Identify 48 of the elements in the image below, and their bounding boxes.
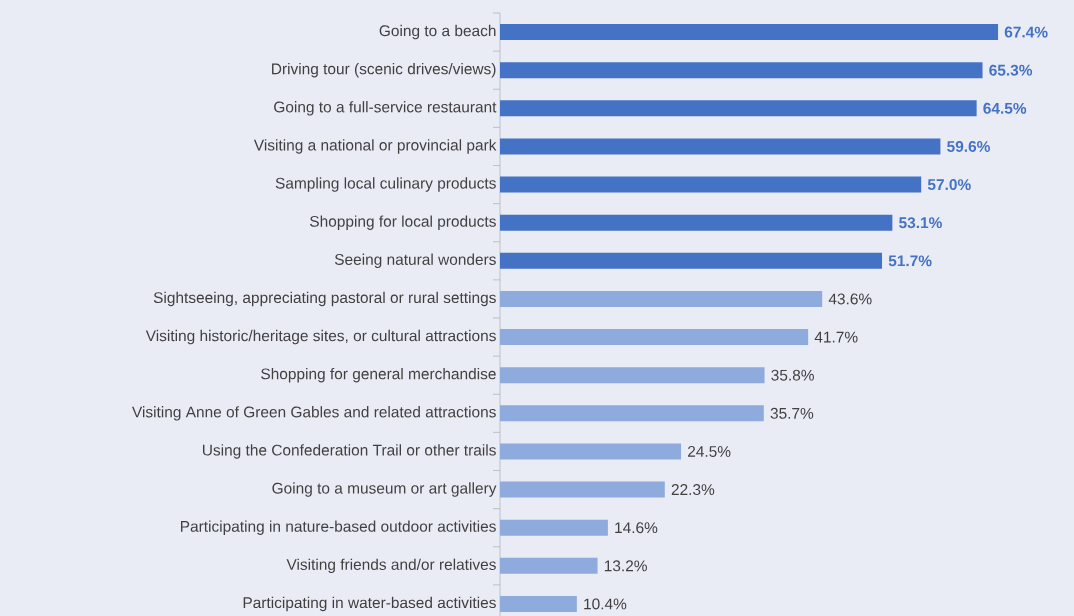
- y-tick-label: Sampling local culinary products: [275, 177, 496, 192]
- bar: [500, 557, 598, 574]
- bar: [500, 138, 941, 155]
- bar: [500, 481, 665, 498]
- data-label: 10.4%: [584, 598, 627, 610]
- y-tick-label: Visiting friends and/or relatives: [286, 558, 496, 574]
- data-label: 53.1%: [899, 217, 942, 229]
- bar: [500, 214, 893, 231]
- bar: [500, 443, 682, 460]
- data-label: 64.5%: [983, 102, 1027, 114]
- bar: [500, 329, 809, 346]
- data-label: 59.6%: [947, 140, 990, 152]
- data-label: 24.5%: [688, 445, 731, 457]
- y-tick-label: Visiting historic/heritage sites, or cultural attractions: [145, 329, 496, 345]
- data-label: 35.8%: [771, 369, 814, 381]
- data-label: 65.3%: [989, 64, 1033, 76]
- bar: [500, 405, 764, 422]
- bar: [500, 367, 765, 384]
- bar: [500, 519, 608, 536]
- y-tick-label: Going to a beach: [379, 24, 496, 40]
- bar: [500, 595, 577, 612]
- bar: [500, 290, 823, 307]
- data-label: 67.4%: [1004, 26, 1048, 38]
- data-label: 35.7%: [770, 407, 814, 419]
- y-tick-label: Participating in nature-based outdoor activities: [181, 520, 496, 535]
- y-tick-label: Visiting Anne of Green Gables and related attractions: [132, 406, 496, 421]
- y-tick-label: Visiting a national or provincial park: [253, 139, 497, 154]
- bar: [500, 24, 999, 41]
- bar: [500, 100, 977, 117]
- y-tick-label: Shopping for local products: [310, 215, 496, 230]
- y-tick-label: Going to a museum or art gallery: [272, 482, 497, 497]
- data-label: 57.0%: [927, 179, 971, 191]
- bar: [500, 252, 883, 269]
- data-label: 13.2%: [604, 560, 647, 572]
- y-tick-label: Using the Confederation Trail or other trails: [202, 444, 496, 459]
- data-label: 51.7%: [888, 255, 932, 267]
- y-tick-label: Shopping for general merchandise: [261, 368, 496, 383]
- y-tick-label: Sightseeing, appreciating pastoral or rural settings: [153, 291, 496, 307]
- data-label: 22.3%: [671, 484, 715, 496]
- y-tick-label: Participating in water-based activities: [243, 596, 496, 612]
- y-tick-label: Going to a full-service restaurant: [274, 101, 497, 116]
- bar: [500, 62, 983, 79]
- bar: [500, 176, 922, 193]
- data-label: 43.6%: [828, 293, 872, 305]
- y-tick-label: Seeing natural wonders: [334, 253, 496, 269]
- y-tick-label: Driving tour (scenic drives/views): [272, 63, 496, 78]
- data-label: 41.7%: [814, 331, 858, 343]
- data-label: 14.6%: [615, 522, 658, 534]
